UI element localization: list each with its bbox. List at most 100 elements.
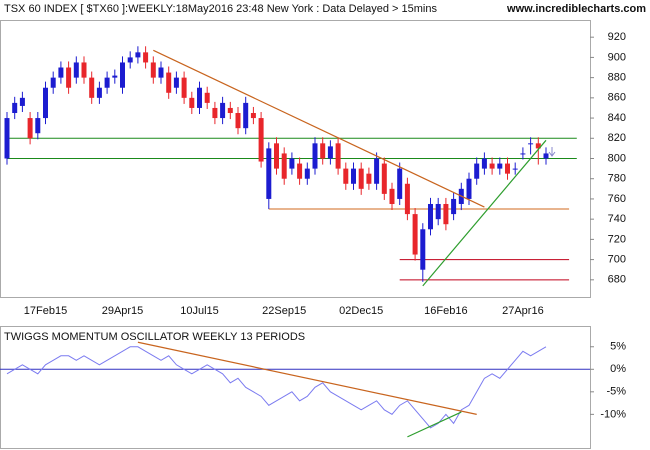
trendline <box>422 139 547 287</box>
candle-body <box>12 102 18 114</box>
candle-body <box>189 97 195 108</box>
candle-body <box>197 87 202 108</box>
y-tick-label: 800 <box>608 152 626 164</box>
x-tick-label: 22Sep15 <box>262 305 306 317</box>
oscillator-line <box>6 346 547 429</box>
candle-body <box>535 143 541 149</box>
y-tick-label: -5% <box>606 386 626 398</box>
candle-body <box>343 168 349 184</box>
candle-body <box>404 183 410 215</box>
candle-body <box>428 203 433 230</box>
candle-body <box>451 198 457 215</box>
candle-body <box>304 168 310 179</box>
candle-body <box>104 77 110 88</box>
candle-body <box>204 92 210 103</box>
trendline <box>137 341 477 415</box>
candle-body <box>512 168 518 170</box>
candle-body <box>505 163 510 174</box>
candle-body <box>50 77 56 88</box>
candle-body <box>89 77 95 98</box>
x-tick-label: 27Apr16 <box>502 305 544 317</box>
candle-body <box>274 143 279 169</box>
candle-body <box>412 214 418 255</box>
candle-body <box>266 148 272 199</box>
candle-body <box>19 97 25 106</box>
y-tick-label: 840 <box>608 112 626 124</box>
candle-body <box>481 158 487 169</box>
chart-title: TSX 60 INDEX [ $TX60 ]:WEEKLY:18May2016 … <box>4 3 437 15</box>
candle-body <box>158 67 164 78</box>
candle-body <box>520 153 526 155</box>
candle-body <box>489 163 495 169</box>
indicator-panel <box>0 326 591 449</box>
candle-body <box>120 62 125 88</box>
y-tick-label: 760 <box>608 193 626 205</box>
candle-body <box>312 143 318 169</box>
candle-body <box>181 77 187 98</box>
candle-body <box>173 77 179 88</box>
y-tick-label: 880 <box>608 72 626 84</box>
candle-body <box>35 118 41 134</box>
candle-body <box>220 102 226 119</box>
candle-body <box>374 158 380 184</box>
candle-body <box>297 163 303 179</box>
y-tick-label: 700 <box>608 254 626 266</box>
site-name: www.incrediblecharts.com <box>506 3 646 15</box>
candle-body <box>166 72 172 93</box>
candle-body <box>81 62 87 78</box>
x-tick-label: 02Dec15 <box>339 305 383 317</box>
candle-body <box>474 163 480 179</box>
candle-body <box>227 107 233 114</box>
candle-body <box>27 118 33 139</box>
trendline <box>407 411 462 438</box>
candle-body <box>420 229 426 270</box>
y-tick-label: 740 <box>608 213 626 225</box>
x-tick-label: 29Apr15 <box>102 305 144 317</box>
y-tick-label: 920 <box>608 31 626 43</box>
x-tick-label: 16Feb16 <box>424 305 467 317</box>
candle-body <box>289 158 295 169</box>
candle-body <box>497 163 503 169</box>
candle-body <box>43 87 48 119</box>
candle-body <box>112 75 118 78</box>
candle-body <box>150 62 156 78</box>
candle-body <box>73 62 79 78</box>
x-tick-label: 10Jul15 <box>180 305 219 317</box>
candle-body <box>281 153 287 179</box>
y-tick-label: 0% <box>610 363 626 375</box>
candle-body <box>212 107 218 119</box>
candle-body <box>143 52 149 63</box>
candle-body <box>4 118 10 159</box>
y-tick-label: 5% <box>610 341 626 353</box>
candle-body <box>381 163 387 194</box>
arrow-icon <box>548 147 556 157</box>
candle-body <box>443 203 449 225</box>
candle-body <box>135 52 141 58</box>
candle-body <box>528 143 534 145</box>
candle-body <box>320 143 326 159</box>
candle-body <box>66 67 72 88</box>
y-tick-label: 820 <box>608 132 626 144</box>
candle-body <box>335 143 341 169</box>
candle-body <box>435 203 441 220</box>
y-tick-label: 720 <box>608 233 626 245</box>
y-tick-label: 900 <box>608 51 626 63</box>
candle-body <box>235 113 241 129</box>
y-tick-label: 860 <box>608 92 626 104</box>
candle-body <box>96 87 102 98</box>
candle-body <box>358 168 364 189</box>
candle-body <box>397 168 403 199</box>
x-tick-label: 17Feb15 <box>24 305 67 317</box>
candle-body <box>327 146 333 159</box>
candle-body <box>366 173 372 184</box>
candle-body <box>543 153 549 159</box>
trendline <box>153 49 485 208</box>
candle-body <box>127 57 133 63</box>
candle-body <box>466 178 472 199</box>
indicator-title: TWIGGS MOMENTUM OSCILLATOR WEEKLY 13 PER… <box>4 331 305 343</box>
y-tick-label: 680 <box>608 274 626 286</box>
candle-body <box>351 168 356 184</box>
y-tick-label: -10% <box>600 408 626 420</box>
